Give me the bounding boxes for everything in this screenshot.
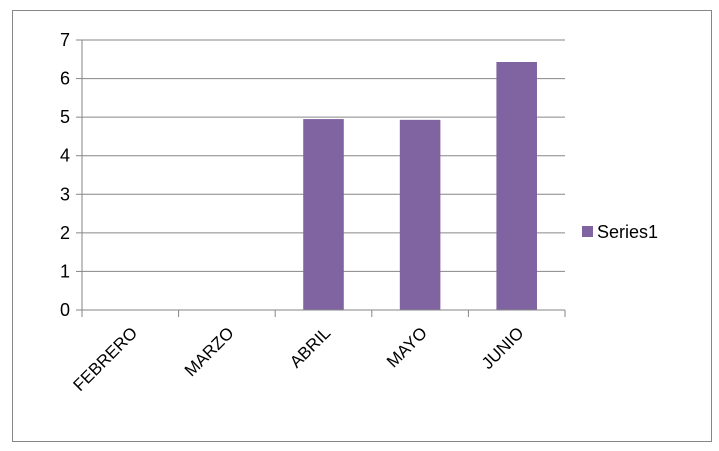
axes [76, 39, 566, 317]
x-tick-label: MARZO [181, 323, 238, 380]
gridlines [82, 39, 565, 272]
y-tick-label: 1 [60, 261, 70, 281]
x-tick-label: MAYO [383, 323, 431, 371]
bar [496, 61, 537, 310]
y-tick-label: 3 [60, 184, 70, 204]
x-tick-label: JUNIO [478, 323, 527, 372]
bar [303, 119, 344, 310]
y-tick-label: 5 [60, 107, 70, 127]
y-tick-label: 6 [60, 69, 70, 89]
chart-area [12, 10, 712, 442]
legend: Series1 [582, 222, 658, 242]
x-tick-labels: FEBRERO MARZO ABRIL MAYO JUNIO [70, 323, 528, 395]
legend-label: Series1 [597, 222, 658, 242]
x-tick-label: FEBRERO [70, 323, 142, 395]
y-tick-label: 2 [60, 223, 70, 243]
y-tick-label: 4 [60, 146, 70, 166]
legend-swatch [582, 226, 593, 237]
y-tick-label: 0 [60, 300, 70, 320]
bar [399, 119, 441, 310]
bars [303, 61, 537, 310]
y-tick-label: 7 [60, 30, 70, 50]
y-tick-labels: 0 1 2 3 4 5 6 7 [60, 30, 70, 320]
x-tick-label: ABRIL [286, 323, 334, 371]
